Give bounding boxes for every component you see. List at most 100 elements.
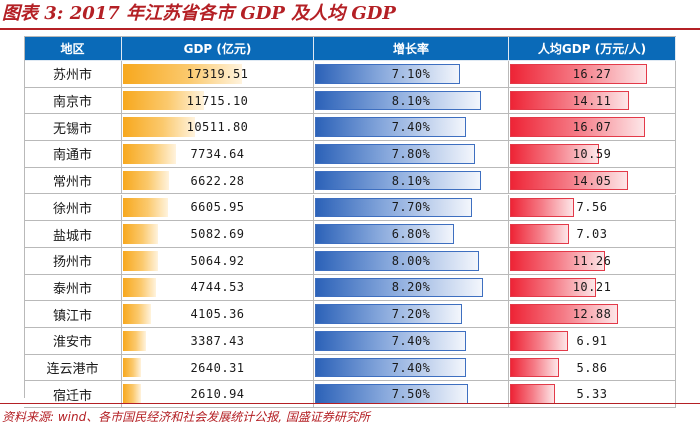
gdp-cell: 3387.43 xyxy=(122,328,314,355)
per-capita-bar xyxy=(510,250,605,271)
growth-cell: 7.40% xyxy=(314,328,509,355)
gdp-cell: 4105.36 xyxy=(122,301,314,328)
gdp-cell: 5082.69 xyxy=(122,221,314,248)
per_capita-cell: 12.88 xyxy=(509,301,676,328)
city-label: 宿迁市 xyxy=(24,381,122,409)
per_capita-cell: 16.07 xyxy=(509,114,676,142)
growth-cell: 7.50% xyxy=(314,381,509,409)
gdp-bar xyxy=(123,304,152,324)
gdp-bar xyxy=(123,331,147,351)
per-capita-value: 14.11 xyxy=(572,93,612,108)
growth-bar xyxy=(315,197,473,218)
per-capita-bar xyxy=(510,224,570,244)
growth-cell: 7.20% xyxy=(314,301,509,328)
per-capita-value: 16.27 xyxy=(572,66,612,81)
per-capita-value: 16.07 xyxy=(572,120,612,135)
per_capita-cell: 10.21 xyxy=(509,274,676,302)
per_capita-cell: 14.05 xyxy=(509,167,676,195)
gdp-value: 5064.92 xyxy=(190,253,245,268)
gdp-value: 17319.51 xyxy=(186,66,249,81)
per_capita-cell: 11.26 xyxy=(509,247,676,275)
gdp-value: 6605.95 xyxy=(190,200,245,215)
growth-bar xyxy=(315,144,475,164)
per-capita-bar xyxy=(510,144,600,164)
header-per-capita: 人均GDP (万元/人) xyxy=(509,36,676,61)
city-label: 常州市 xyxy=(24,167,122,195)
per-capita-bar xyxy=(510,277,596,298)
growth-cell: 7.10% xyxy=(314,61,509,88)
growth-bar xyxy=(315,117,467,138)
growth-cell: 6.80% xyxy=(314,221,509,248)
growth-cell: 8.10% xyxy=(314,87,509,115)
per-capita-value: 10.59 xyxy=(572,146,612,161)
growth-bar xyxy=(315,224,455,244)
gdp-value: 4105.36 xyxy=(190,307,245,322)
growth-value: 7.70% xyxy=(391,200,431,215)
growth-value: 7.50% xyxy=(391,387,431,402)
growth-bar xyxy=(315,331,467,351)
city-label: 徐州市 xyxy=(24,194,122,222)
gdp-bar xyxy=(123,197,169,218)
gdp-cell: 11715.10 xyxy=(122,87,314,115)
per-capita-value: 5.33 xyxy=(576,387,608,402)
header-region: 地区 xyxy=(24,36,122,61)
gdp-cell: 4744.53 xyxy=(122,274,314,302)
gdp-bar xyxy=(123,170,169,191)
per-capita-value: 11.26 xyxy=(572,253,612,268)
city-label: 无锡市 xyxy=(24,114,122,142)
gdp-bar xyxy=(123,90,204,111)
growth-cell: 7.40% xyxy=(314,354,509,382)
gdp-cell: 2610.94 xyxy=(122,381,314,409)
city-label: 扬州市 xyxy=(24,247,122,275)
per_capita-cell: 14.11 xyxy=(509,87,676,115)
per-capita-value: 12.88 xyxy=(572,307,612,322)
per-capita-value: 10.21 xyxy=(572,280,612,295)
city-label: 镇江市 xyxy=(24,301,122,328)
gdp-cell: 10511.80 xyxy=(122,114,314,142)
growth-cell: 7.40% xyxy=(314,114,509,142)
growth-value: 8.20% xyxy=(391,280,431,295)
growth-cell: 7.80% xyxy=(314,141,509,168)
per-capita-value: 7.03 xyxy=(576,227,608,242)
growth-value: 7.40% xyxy=(391,333,431,348)
growth-value: 6.80% xyxy=(391,227,431,242)
growth-cell: 8.20% xyxy=(314,274,509,302)
gdp-bar xyxy=(123,384,141,405)
growth-value: 7.40% xyxy=(391,120,431,135)
gdp-cell: 7734.64 xyxy=(122,141,314,168)
growth-value: 7.40% xyxy=(391,360,431,375)
per-capita-bar xyxy=(510,304,619,324)
city-label: 淮安市 xyxy=(24,328,122,355)
gdp-value: 4744.53 xyxy=(190,280,245,295)
per_capita-cell: 10.59 xyxy=(509,141,676,168)
gdp-value: 2610.94 xyxy=(190,387,245,402)
growth-value: 8.10% xyxy=(391,173,431,188)
per-capita-value: 7.56 xyxy=(576,200,608,215)
growth-value: 7.80% xyxy=(391,146,431,161)
growth-value: 7.10% xyxy=(391,66,431,81)
per_capita-cell: 6.91 xyxy=(509,328,676,355)
gdp-value: 11715.10 xyxy=(186,93,249,108)
title-rule xyxy=(0,28,700,30)
gdp-cell: 6622.28 xyxy=(122,167,314,195)
growth-bar xyxy=(315,250,479,271)
chart-title: 图表 3: 2017 年江苏省各市 GDP 及人均 GDP xyxy=(2,3,396,24)
source-note: 资料来源: wind、各市国民经济和社会发展统计公报, 国盛证券研究所 xyxy=(2,410,370,424)
gdp-value: 6622.28 xyxy=(190,173,245,188)
per-capita-bar xyxy=(510,90,629,111)
per_capita-cell: 16.27 xyxy=(509,61,676,88)
city-label: 南通市 xyxy=(24,141,122,168)
gdp-bar xyxy=(123,224,158,244)
growth-bar xyxy=(315,357,467,378)
gdp-cell: 2640.31 xyxy=(122,354,314,382)
per-capita-value: 6.91 xyxy=(576,333,608,348)
growth-bar xyxy=(315,304,463,324)
growth-cell: 8.00% xyxy=(314,247,509,275)
per-capita-bar xyxy=(510,170,629,191)
city-label: 盐城市 xyxy=(24,221,122,248)
growth-value: 7.20% xyxy=(391,307,431,322)
gdp-value: 2640.31 xyxy=(190,360,245,375)
per_capita-cell: 7.03 xyxy=(509,221,676,248)
per-capita-value: 5.86 xyxy=(576,360,608,375)
header-gdp: GDP (亿元) xyxy=(122,36,314,61)
